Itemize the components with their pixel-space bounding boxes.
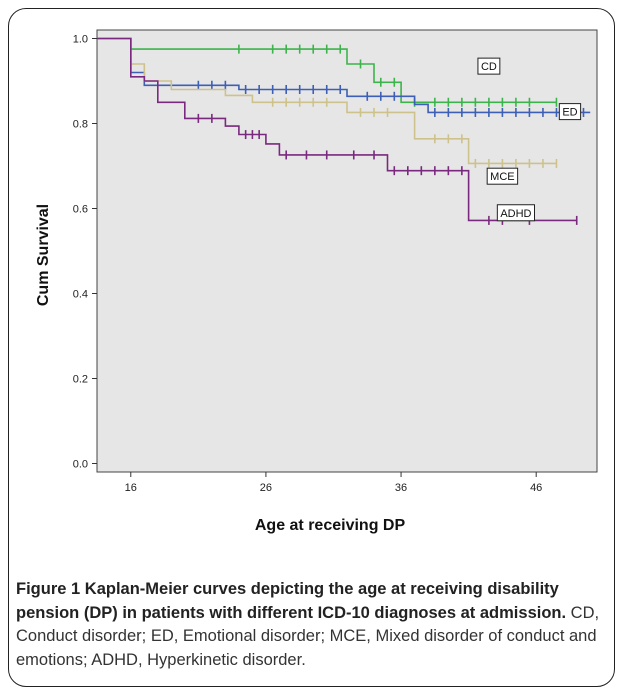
curve-label-box [496, 204, 536, 222]
x-tick-label: 16 [125, 482, 137, 494]
series-ed [97, 37, 591, 117]
y-tick-label: 0.6 [73, 204, 88, 216]
y-tick-label: 0.4 [73, 289, 88, 301]
curve-label-text: ADHD [500, 208, 531, 220]
curve-label-box [486, 167, 519, 185]
series-adhd [97, 37, 578, 225]
curve-label-text: MCE [490, 171, 514, 183]
caption-body: CD, Conduct disorder; ED, Emotional diso… [16, 603, 600, 669]
curve-label-text: CD [481, 61, 497, 73]
axis-ticks: 0.0 0.2 0.4 0.6 0.8 1.0 16 26 36 46 [73, 34, 543, 495]
survival-line-mce [97, 37, 557, 165]
figure-caption: Figure 1 Kaplan-Meier curves depicting t… [16, 578, 611, 672]
curve-label-text: ED [562, 107, 577, 119]
y-tick-label: 0.0 [73, 459, 88, 471]
y-tick-label: 1.0 [73, 34, 88, 46]
x-tick-label: 26 [260, 482, 272, 494]
survival-line-ed [97, 37, 591, 114]
kaplan-meier-chart: 0.0 0.2 0.4 0.6 0.8 1.0 16 26 36 46 CD ED MCE ADHD A… [35, 29, 598, 534]
curve-label: MCE [486, 167, 519, 185]
y-tick-label: 0.2 [73, 374, 88, 386]
x-tick-label: 46 [530, 482, 542, 494]
curve-label-box [558, 103, 582, 121]
curve-labels: CD ED MCE ADHD [477, 57, 582, 222]
x-tick-label: 36 [395, 482, 407, 494]
y-tick-label: 0.8 [73, 119, 88, 131]
series-mce [97, 37, 558, 168]
survival-line-adhd [97, 37, 577, 222]
curve-label-box [477, 57, 501, 75]
figure-frame [8, 8, 615, 687]
y-axis-label: Cum Survival [35, 204, 52, 306]
x-axis-label: Age at receiving DP [255, 517, 406, 534]
caption-label: Figure 1 [16, 580, 81, 598]
curve-label: CD [477, 57, 501, 75]
curve-label: ADHD [496, 204, 536, 222]
caption-title: Kaplan-Meier curves depicting the age at… [16, 580, 567, 622]
survival-curves [97, 37, 591, 225]
curve-label: ED [558, 103, 582, 121]
